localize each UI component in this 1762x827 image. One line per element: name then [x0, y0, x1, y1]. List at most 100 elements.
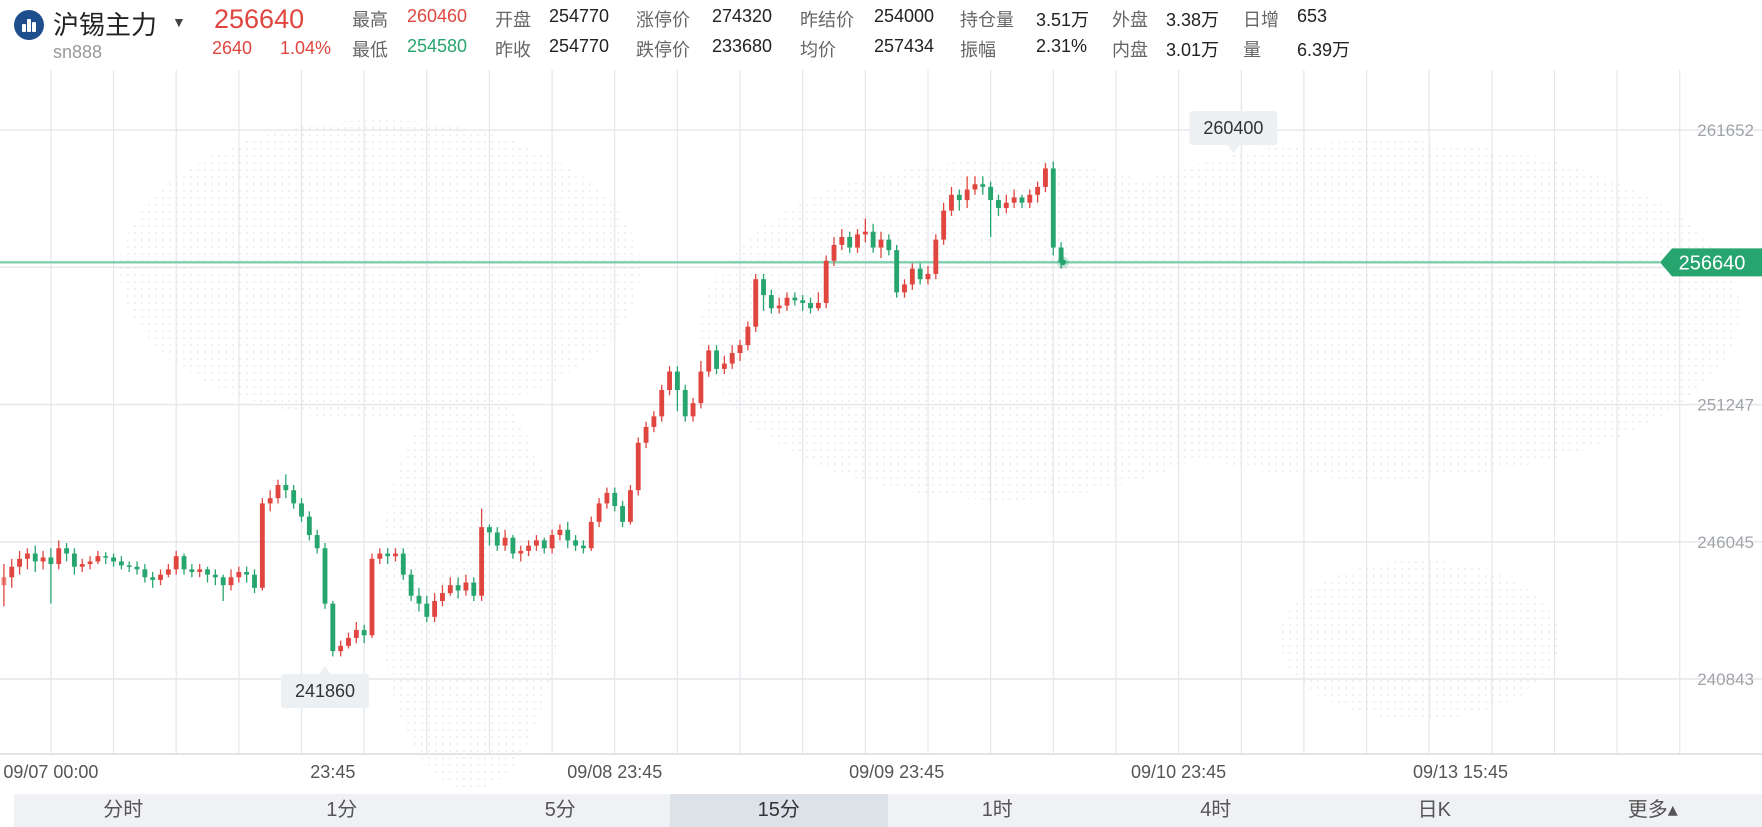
- interval-tabs: 分时 1分 5分 15分 1时 4时 日K 更多▴: [14, 794, 1762, 827]
- candle-body: [580, 545, 586, 549]
- extreme-marker-pointer: [1227, 145, 1240, 154]
- candle-body: [385, 553, 391, 557]
- interval-tab[interactable]: 分时: [103, 799, 144, 821]
- extreme-marker-box: [280, 674, 369, 709]
- interval-tab[interactable]: 5分: [544, 799, 576, 821]
- x-tick-label: 09/08 23:45: [567, 762, 662, 782]
- candle-body: [40, 557, 46, 562]
- candle-body: [283, 484, 289, 491]
- candle-body: [48, 557, 54, 565]
- candle-body: [878, 239, 884, 248]
- candle-body: [1035, 186, 1041, 195]
- quote-label: 外盘: [1112, 10, 1148, 30]
- candle-body: [941, 210, 947, 240]
- candle-body: [338, 645, 344, 652]
- extreme-marker-label: 260400: [1203, 118, 1263, 138]
- candle-body: [432, 601, 438, 617]
- candle-body: [949, 194, 954, 211]
- candle-body: [839, 236, 845, 245]
- interval-tab[interactable]: 4时: [1200, 799, 1232, 821]
- candle-body: [455, 585, 461, 591]
- quote-label: 涨停价: [636, 10, 690, 30]
- candle-body: [126, 565, 132, 567]
- candle-body: [1050, 168, 1056, 248]
- candle-body: [236, 571, 242, 578]
- candle-body: [510, 537, 516, 554]
- candle-body: [220, 577, 226, 586]
- candle-body: [134, 566, 140, 570]
- candle-body: [322, 548, 328, 604]
- candle-body: [502, 537, 508, 546]
- candle-body: [150, 577, 156, 580]
- interval-tab[interactable]: 更多▴: [1627, 799, 1678, 821]
- map-texture: [1020, 140, 1740, 480]
- candle-body: [95, 556, 101, 562]
- candle-body: [612, 492, 618, 507]
- interval-tab[interactable]: 1时: [981, 799, 1013, 821]
- candle-body: [228, 577, 234, 586]
- candle-body: [925, 273, 931, 280]
- candle-body: [565, 529, 571, 541]
- candlestick-chart[interactable]: 24084324604525124725644926165209/07 00:0…: [0, 70, 1762, 794]
- candle-body: [361, 630, 367, 636]
- candle-body: [534, 540, 539, 546]
- candle-body: [87, 561, 93, 565]
- candle-body: [894, 250, 900, 293]
- candle-body: [902, 284, 907, 293]
- quote-label: 内盘: [1112, 40, 1148, 60]
- candle-body: [635, 442, 641, 491]
- candle-body: [933, 239, 939, 274]
- candle-body: [604, 492, 610, 504]
- quote-label: 振幅: [960, 40, 996, 60]
- interval-tab[interactable]: 1分: [326, 799, 358, 821]
- candle-body: [745, 326, 751, 346]
- quote-value: 653: [1297, 6, 1328, 26]
- candle-body: [393, 553, 398, 557]
- quote-value: 257434: [874, 36, 935, 56]
- candle-body: [56, 548, 62, 565]
- candle-body: [667, 371, 672, 390]
- candle-body: [815, 302, 821, 309]
- candle-body: [1058, 247, 1064, 263]
- candle-body: [870, 231, 876, 248]
- candle-body: [1003, 202, 1009, 208]
- candle-body: [463, 582, 469, 591]
- candle-body: [714, 350, 719, 369]
- candle-body: [377, 553, 383, 559]
- candle-body: [259, 503, 265, 588]
- quote-label: 跌停价: [636, 40, 690, 60]
- candle-body: [721, 363, 727, 369]
- candle-body: [487, 527, 492, 533]
- quote-header: 沪锡主力 ▼ sn888 256640 2640 1.04% 最高 260460 开…: [0, 0, 1762, 70]
- interval-tab[interactable]: 15分: [669, 794, 888, 827]
- symbol-name[interactable]: 沪锡主力: [53, 10, 158, 40]
- caret-down-icon[interactable]: ▼: [172, 14, 186, 30]
- candle-body: [917, 268, 923, 280]
- quote-value: 254770: [549, 36, 610, 56]
- candle-body: [737, 345, 743, 354]
- candle-body: [244, 571, 250, 575]
- candle-body: [205, 569, 210, 575]
- y-tick-label: 240843: [1697, 670, 1754, 689]
- candle-body: [988, 186, 994, 201]
- candle-body: [964, 189, 970, 201]
- candle-body: [1019, 197, 1025, 203]
- candle-body: [776, 305, 782, 309]
- candle-body: [956, 194, 962, 201]
- candle-body: [518, 550, 524, 554]
- y-tick-label: 246045: [1697, 533, 1754, 552]
- quote-value: 2.31%: [1036, 36, 1088, 56]
- extreme-marker-label: 241860: [295, 681, 355, 701]
- candle-body: [314, 535, 320, 549]
- candle-body: [784, 297, 790, 306]
- candle-body: [659, 389, 665, 417]
- candle-body: [118, 561, 124, 566]
- price-change: 2640: [212, 38, 253, 58]
- quote-label: 日增: [1243, 10, 1279, 30]
- interval-tab[interactable]: 日K: [1417, 799, 1451, 821]
- candle-body: [847, 236, 853, 248]
- candle-body: [9, 566, 15, 578]
- candle-body: [862, 231, 868, 235]
- current-price-label: 256640: [1679, 252, 1746, 274]
- quote-label: 昨收: [495, 40, 531, 60]
